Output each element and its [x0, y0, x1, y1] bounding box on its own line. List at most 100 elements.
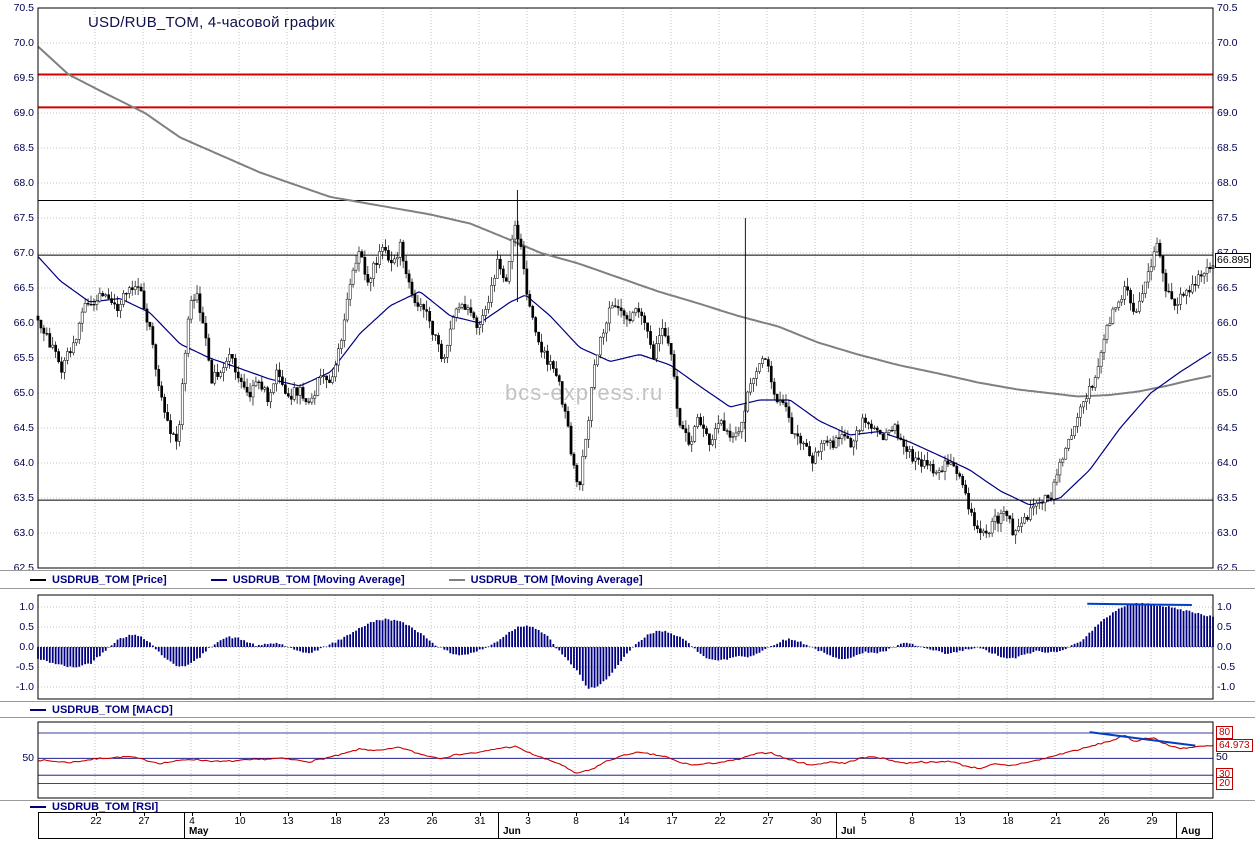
ma-fast-series-label: USDRUB_TOM [Moving Average]: [232, 573, 405, 586]
rsi-axis-label-right: 80: [1216, 725, 1234, 739]
time-axis-month-label: Aug: [1181, 826, 1201, 837]
price-axis-label-left: 65.0: [13, 387, 34, 399]
time-axis-day-label: 8: [573, 816, 579, 827]
price-axis-label-right: 68.5: [1217, 142, 1238, 154]
time-axis-day-label: 26: [426, 816, 438, 827]
time-axis-day-label: 18: [1002, 816, 1014, 827]
legend-entry-rsi: USDRUB_TOM [RSI]: [30, 801, 158, 813]
time-axis-tick: [240, 813, 242, 816]
time-axis-day-label: 13: [282, 816, 294, 827]
macd-axis-label-right: 1.0: [1217, 601, 1232, 613]
legend-entry-ma-slow: USDRUB_TOM [Moving Average]: [448, 574, 643, 586]
time-axis-day-label: 5: [861, 816, 867, 827]
ma-slow-series-swatch: [448, 578, 465, 581]
ma-fast-series-swatch: [210, 578, 227, 581]
time-axis-day-label: 27: [138, 816, 150, 827]
macd-axis-label-left: 0.5: [19, 621, 34, 633]
price-axis-label-right: 69.0: [1217, 107, 1238, 119]
time-axis-day-label: 26: [1098, 816, 1110, 827]
time-axis-day-label: 29: [1146, 816, 1158, 827]
price-axis-label-left: 67.5: [13, 212, 34, 224]
macd-axis-label-right: 0.0: [1217, 641, 1232, 653]
time-axis-tick: [528, 813, 530, 816]
chart-title: USD/RUB_TOM, 4-часовой график: [88, 14, 335, 31]
time-axis-day-label: 21: [1050, 816, 1062, 827]
price-axis-label-right: 68.0: [1217, 177, 1238, 189]
month-divider: [183, 813, 185, 838]
time-axis-tick: [191, 813, 193, 816]
macd-axis-label-left: 0.0: [19, 641, 34, 653]
rsi-series-swatch: [30, 805, 46, 808]
legend-entry-ma-fast: USDRUB_TOM [Moving Average]: [210, 573, 405, 586]
price-axis-label-left: 69.0: [13, 107, 34, 119]
month-divider: [497, 813, 499, 838]
macd-panel-legend: USDRUB_TOM [MACD]: [0, 701, 1255, 718]
time-axis-day-label: 27: [762, 816, 774, 827]
month-divider: [836, 813, 837, 838]
price-axis-label-left: 63.5: [13, 492, 34, 504]
price-axis-label-right: 63.0: [1217, 527, 1238, 539]
time-axis-tick: [287, 813, 289, 816]
time-axis-tick: [432, 813, 434, 816]
time-axis-tick: [144, 813, 146, 816]
macd-axis-label-left: 1.0: [19, 601, 34, 613]
time-axis-day-label: 14: [618, 816, 630, 827]
macd-axis-label-right: -0.5: [1217, 661, 1236, 673]
time-axis-tick: [1055, 813, 1057, 816]
time-axis-day-label: 8: [909, 816, 915, 827]
legend-entry-price: USDRUB_TOM [Price]: [30, 574, 167, 586]
price-axis-label-left: 66.0: [13, 317, 34, 329]
rsi-axis-label-right: 20: [1216, 776, 1234, 790]
time-axis-day-label: 23: [378, 816, 390, 827]
time-axis-tick: [336, 813, 338, 816]
time-axis-day-label: 10: [234, 816, 246, 827]
time-axis-tick: [912, 813, 914, 816]
month-divider: [1176, 813, 1178, 838]
rsi-axis-label-right: 64.973: [1216, 738, 1253, 752]
price-axis-label-right: 70.5: [1217, 2, 1238, 14]
time-axis-tick: [1151, 813, 1153, 816]
time-axis-tick: [1104, 813, 1106, 816]
price-axis-label-right: 63.5: [1217, 492, 1238, 504]
price-axis-label-left: 65.5: [13, 352, 34, 364]
time-axis-tick: [479, 813, 481, 816]
price-axis-label-left: 63.0: [13, 527, 34, 539]
price-axis-label-right: 65.5: [1217, 352, 1238, 364]
time-axis-month-label: Jun: [502, 826, 521, 837]
price-axis-label-right: 64.0: [1217, 457, 1238, 469]
price-axis-label-left: 66.5: [13, 282, 34, 294]
price-axis-label-right: 65.0: [1217, 387, 1238, 399]
price-panel-legend: USDRUB_TOM [Price] USDRUB_TOM [Moving Av…: [0, 570, 1255, 589]
time-axis-day-label: 13: [954, 816, 966, 827]
price-axis-label-right: 64.5: [1217, 422, 1238, 434]
macd-axis-label-left: -1.0: [15, 681, 34, 693]
watermark: bcs-express.ru: [505, 380, 664, 405]
macd-series-label: USDRUB_TOM [MACD]: [52, 703, 173, 716]
time-axis-tick: [863, 813, 865, 816]
price-series-label: USDRUB_TOM [Price]: [52, 573, 167, 586]
legend-entry-macd: USDRUB_TOM [MACD]: [30, 704, 173, 716]
price-axis-label-right: 66.5: [1217, 282, 1238, 294]
time-axis-tick: [767, 813, 769, 816]
time-axis-day-label: 3: [525, 816, 531, 827]
time-axis-tick: [1008, 813, 1010, 816]
last-price-label: 66.895: [1215, 253, 1252, 269]
price-axis-label-left: 68.0: [13, 177, 34, 189]
time-axis-tick: [959, 813, 961, 816]
time-axis-day-label: 30: [810, 816, 822, 827]
macd-axis-label-right: 0.5: [1217, 621, 1232, 633]
price-axis-label-left: 68.5: [13, 142, 34, 154]
rsi-series-label: USDRUB_TOM [RSI]: [52, 800, 159, 813]
price-axis-label-left: 70.0: [13, 37, 34, 49]
price-axis-label-left: 67.0: [13, 247, 34, 259]
price-series-swatch: [30, 578, 46, 581]
time-axis-day-label: 18: [330, 816, 342, 827]
time-axis-tick: [95, 813, 97, 816]
rsi-axis-label-right: 50: [1216, 751, 1228, 764]
time-axis-month-label: Jul: [841, 826, 856, 837]
time-axis-day-label: 4: [189, 816, 195, 827]
macd-series-swatch: [30, 708, 46, 711]
time-axis-tick: [624, 813, 626, 816]
time-axis: 22 27 4 10 13 18 23 26 31 3 8 14 17 22 27 30 5 8 13 18 21 26 2…: [38, 812, 1213, 839]
